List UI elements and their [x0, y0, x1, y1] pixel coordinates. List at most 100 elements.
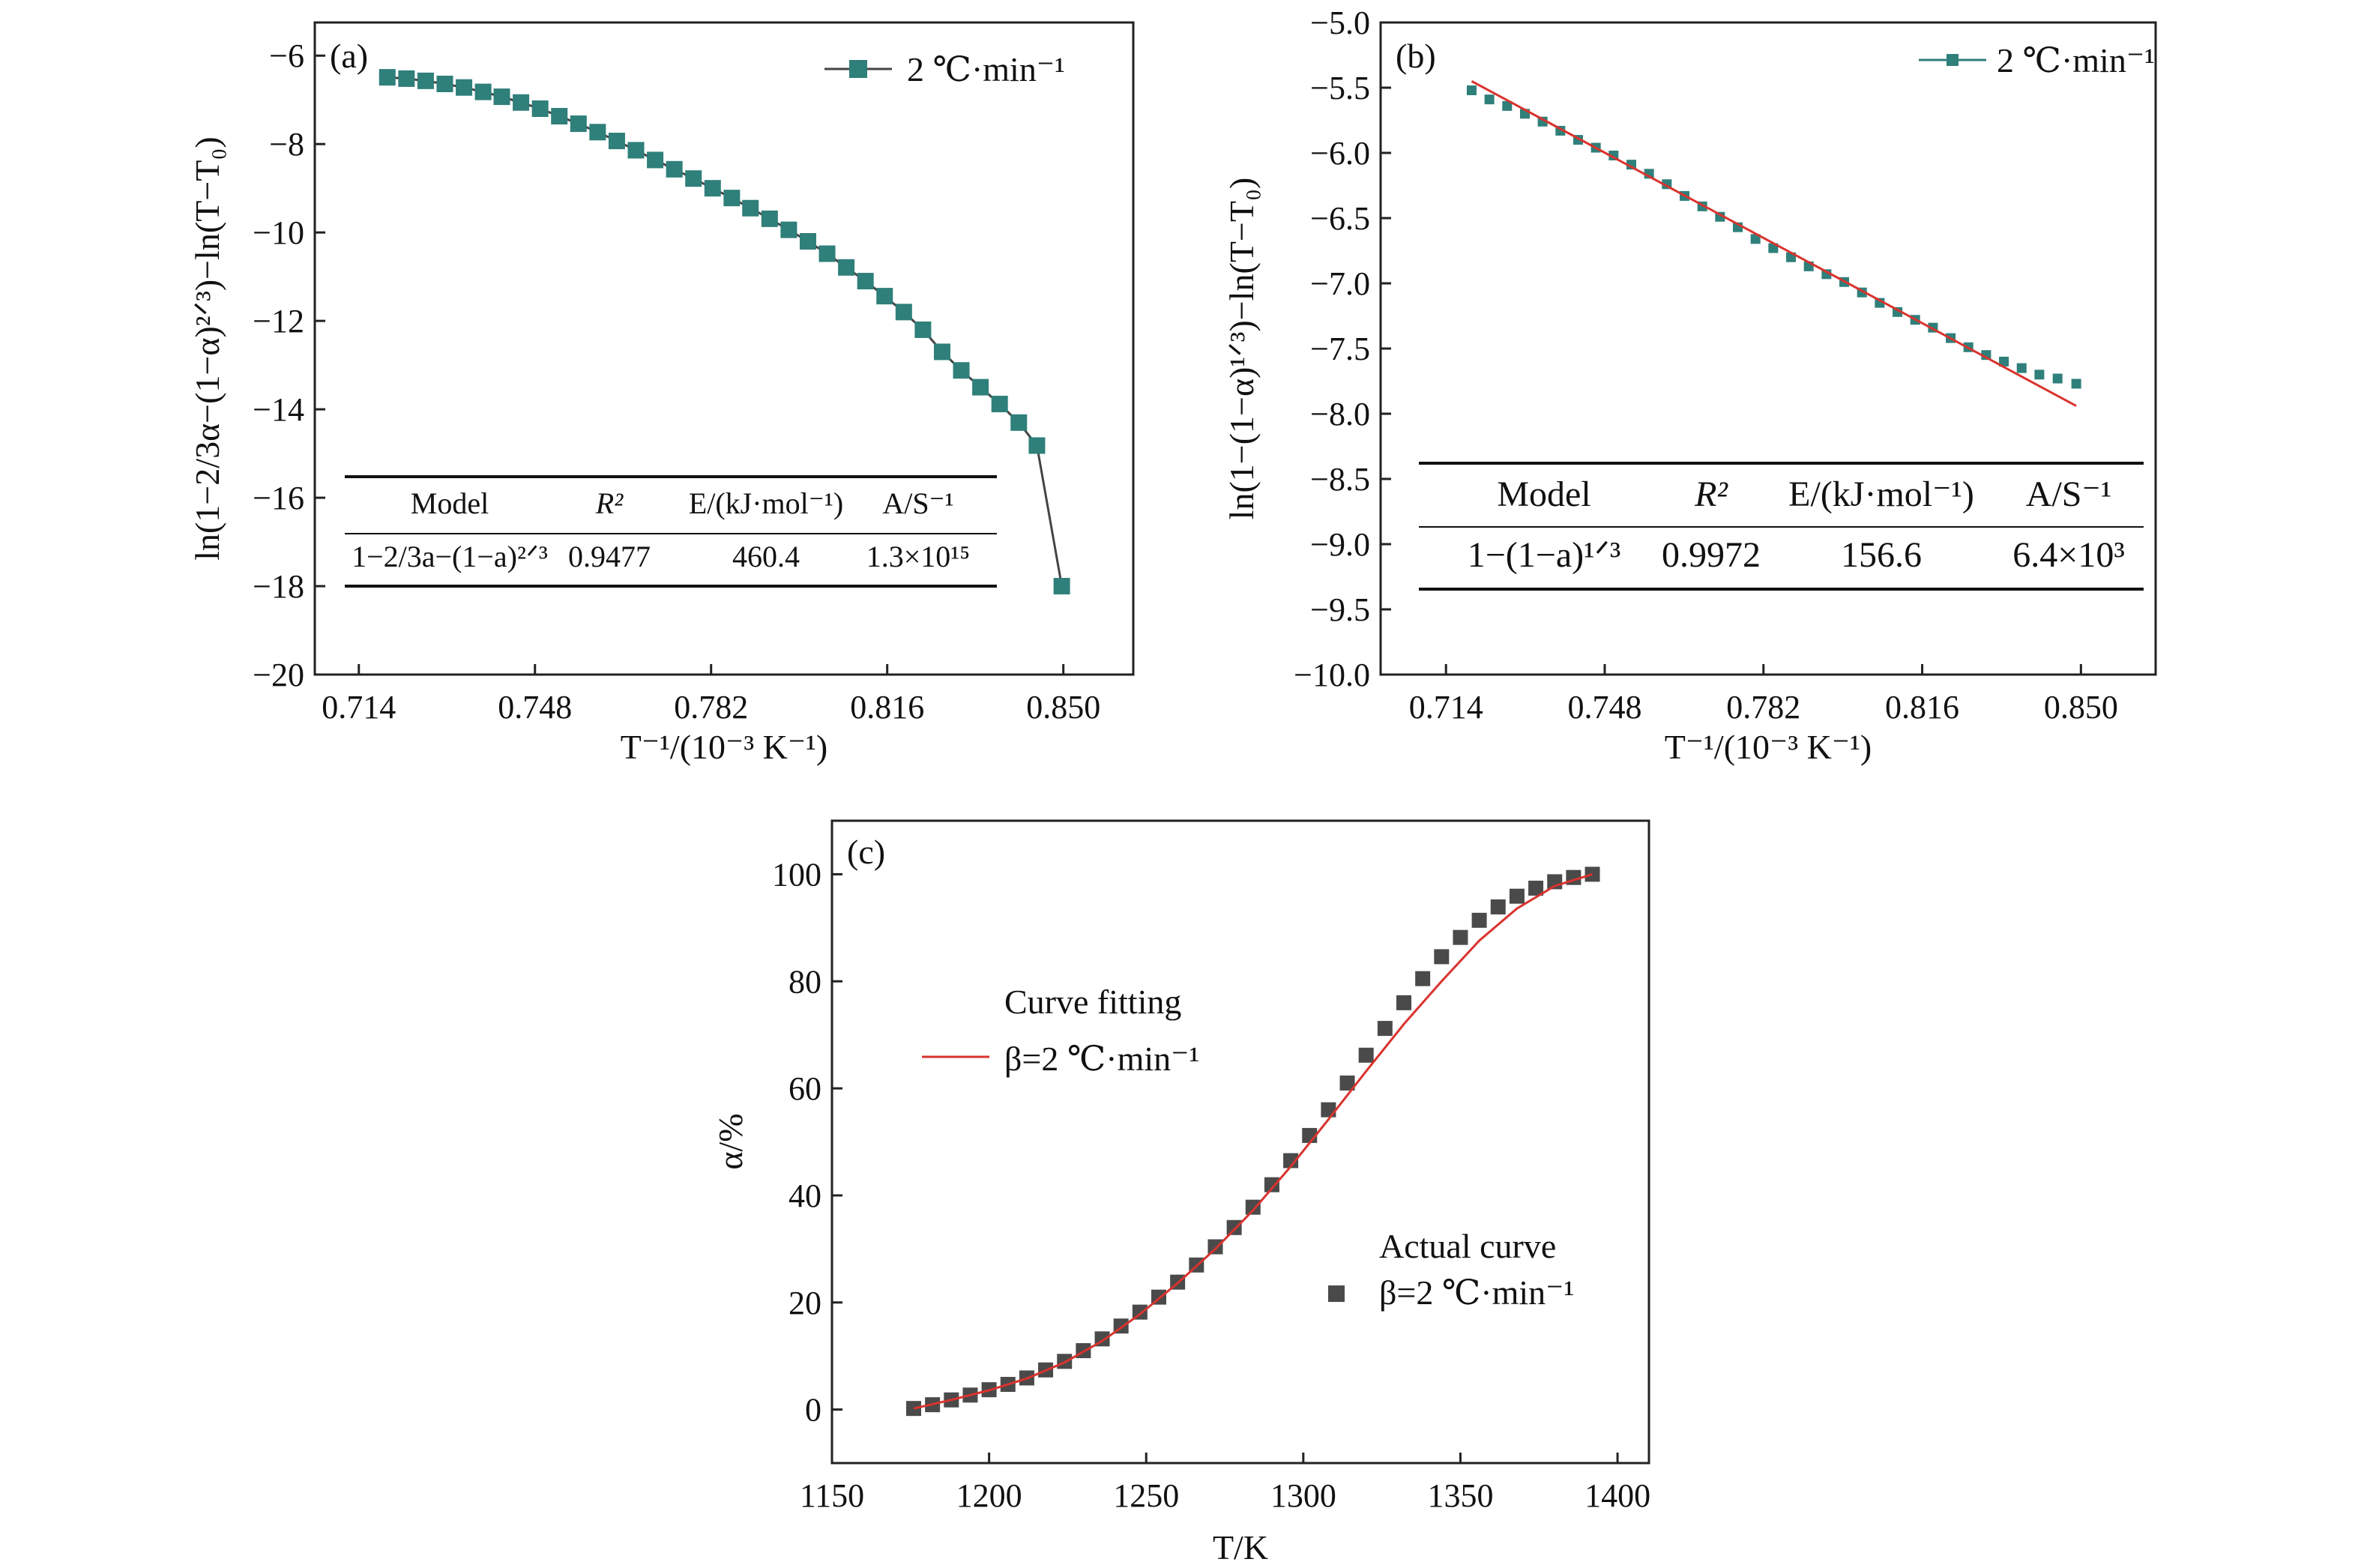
panel-a-data-point [991, 396, 1008, 413]
panel-c-actual-label: β=2 ℃·min⁻¹ [1379, 1273, 1574, 1312]
panel-b-table-header-e: E/(kJ·mol⁻¹) [1788, 474, 1974, 514]
panel-c-fit-title: Curve fitting [1004, 983, 1181, 1021]
panel-a-data-point [647, 151, 664, 169]
panel-c-data-point [1509, 888, 1525, 904]
panel-c-data-point [1245, 1199, 1261, 1215]
panel-b-data-point [1502, 100, 1513, 111]
panel-b-table-header-r2: R² [1694, 474, 1728, 514]
panel-b-legend: 2 ℃·min⁻¹ [1919, 41, 2155, 79]
panel-c-xlabel: T/K [1213, 1528, 1268, 1567]
panel-b-table-a: 6.4×10³ [2012, 535, 2124, 575]
panel-a-data-point [761, 210, 778, 227]
panel-a-data-point [493, 88, 510, 106]
panel-c-data-point [1207, 1239, 1223, 1255]
panel-c-data-point [1358, 1047, 1374, 1063]
panel-b-data-point [2034, 370, 2045, 380]
panel-c-fit-legend: Curve fitting β=2 ℃·min⁻¹ [922, 983, 1199, 1078]
panel-a-data-point [456, 79, 473, 96]
panel-a-ytick-label: −16 [253, 480, 304, 516]
panel-a-data-point [379, 69, 396, 86]
panel-a-table: Model R² E/(kJ·mol⁻¹) A/S⁻¹ 1−2/3a−(1−a)… [345, 475, 997, 588]
panel-a-table-header-r2: R² [595, 486, 624, 520]
panel-c-series-line-1 [913, 872, 1593, 1410]
panel-c-data-point [1321, 1102, 1336, 1118]
panel-a-plot [379, 69, 1070, 595]
panel-c-ticks: 1150 1200 1250 1300 1350 1400 0 20 40 60 80 100 [772, 856, 1650, 1514]
panel-b-ytick-label: −7.5 [1310, 331, 1370, 367]
panel-c-data-point [1283, 1153, 1299, 1169]
panel-c-data-point [1226, 1219, 1242, 1235]
panel-a-frame [313, 21, 1135, 676]
panel-b-table-model: 1−(1−a)¹ᐟ³ [1468, 535, 1621, 575]
panel-c-ytick-label: 40 [788, 1177, 821, 1214]
panel-a-data-point [398, 70, 415, 87]
panel-a-table-e: 460.4 [732, 540, 800, 573]
panel-c-actual-title: Actual curve [1379, 1227, 1556, 1265]
panel-b-data-point [1999, 356, 2009, 367]
panel-b-series-line-1 [1471, 79, 2077, 407]
panel-a-data-point [1028, 437, 1046, 454]
panel-b-xlabel: T⁻¹/(10⁻³ K⁻¹) [1665, 728, 1872, 766]
panel-a-data-point [953, 362, 970, 379]
panel-a-data-point [799, 232, 816, 250]
panel-a-ylabel: ln(1−2/3α−(1−α)²ᐟ³)−ln(T−T₀) [188, 136, 226, 560]
panel-b-table-r2: 0.9972 [1662, 535, 1761, 575]
panel-c-label: (c) [847, 833, 885, 871]
panel-a-xtick-label: 0.782 [674, 689, 748, 726]
panel-c-ytick-label: 60 [788, 1070, 821, 1107]
panel-a-xtick-label: 0.850 [1026, 689, 1100, 726]
panel-a-data-point [972, 379, 989, 396]
panel-a-data-point [685, 170, 702, 187]
panel-b-ytick-label: −5.0 [1310, 4, 1370, 41]
panel-b-label: (b) [1396, 37, 1436, 75]
panel-a-table-header-e: E/(kJ·mol⁻¹) [689, 486, 843, 520]
panel-b-frame [1379, 21, 2157, 676]
panel-c-ytick-label: 0 [805, 1392, 821, 1429]
panel-a-data-point [627, 142, 645, 159]
panel-a-data-point [742, 199, 759, 217]
panel-a-data-point [780, 221, 797, 238]
panel-b-ylabel: ln(1−(1−α)¹ᐟ³)−ln(T−T₀) [1222, 178, 1261, 520]
panel-a-data-point [666, 160, 683, 178]
panel-b-ytick-label: −9.0 [1310, 526, 1370, 563]
panel-b-data-point [1466, 85, 1477, 95]
panel-a-ytick-label: −14 [253, 391, 304, 428]
panel-a-data-point [857, 273, 874, 290]
panel-a-ytick-label: −18 [253, 568, 304, 605]
panel-a-ytick-label: −6 [269, 37, 304, 74]
panel-c-actual-legend: Actual curve β=2 ℃·min⁻¹ [1328, 1227, 1574, 1312]
panel-c: 1150 1200 1250 1300 1350 1400 0 20 40 60 80 100 (c)… [711, 819, 1650, 1567]
panel-a-ytick-label: −12 [253, 303, 304, 340]
panel-b-xtick-label: 0.816 [1885, 689, 1959, 726]
panel-a-xtick-label: 0.748 [498, 689, 572, 726]
panel-c-data-point [1490, 899, 1506, 914]
panel-a-data-point [818, 245, 836, 262]
panel-c-xtick-label: 1300 [1270, 1477, 1336, 1514]
panel-c-data-point [1528, 880, 1544, 896]
panel-a-table-header-a: A/S⁻¹ [882, 486, 953, 520]
panel-a-ytick-label: −20 [253, 657, 304, 693]
panel-a-data-point [895, 304, 912, 321]
panel-b-data-point [1981, 350, 1991, 361]
panel-a-data-point [723, 190, 741, 207]
panel-b-ytick-label: −6.5 [1310, 200, 1370, 237]
panel-a-data-point [704, 180, 721, 197]
panel-a-data-point [436, 75, 453, 92]
panel-b-data-point [1821, 269, 1832, 280]
panel-a-ticks: 0.714 0.748 0.782 0.816 0.850 −20 −18 −16 −14 −12… [253, 37, 1100, 726]
panel-c-data-point [1264, 1177, 1279, 1192]
panel-b-table-header-model: Model [1497, 474, 1590, 514]
panel-a-xlabel: T⁻¹/(10⁻³ K⁻¹) [621, 728, 827, 766]
panel-b-xtick-label: 0.714 [1409, 689, 1483, 726]
panel-b-ytick-label: −10.0 [1294, 657, 1370, 693]
panel-a-data-point [417, 72, 434, 89]
panel-a-legend: 2 ℃·min⁻¹ [824, 50, 1065, 88]
panel-c-data-point [1471, 912, 1487, 928]
panel-a-table-model: 1−2/3a−(1−a)²ᐟ³ [352, 540, 548, 573]
panel-a-label: (a) [330, 37, 368, 75]
panel-b-ytick-label: −6.0 [1310, 135, 1370, 172]
panel-c-data-point [1415, 971, 1431, 986]
panel-a-legend-marker [849, 60, 867, 78]
panel-a-data-point [914, 321, 932, 338]
panel-c-data-point [1396, 995, 1411, 1010]
